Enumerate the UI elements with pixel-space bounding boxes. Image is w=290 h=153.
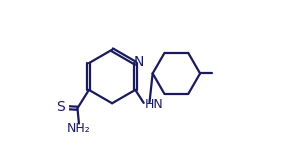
Text: HN: HN [144, 98, 163, 111]
Text: NH₂: NH₂ [67, 122, 91, 135]
Text: S: S [56, 101, 65, 114]
Text: N: N [133, 55, 144, 69]
